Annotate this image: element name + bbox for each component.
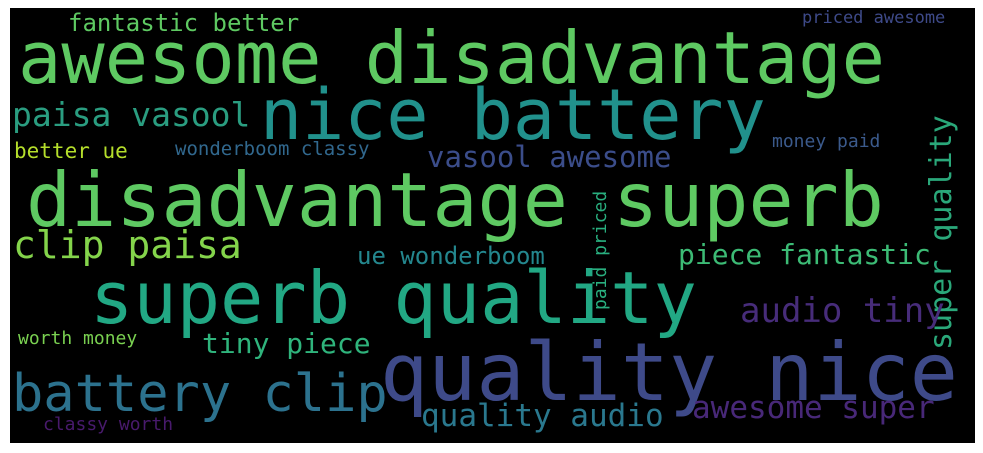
word-battery-clip: battery clip bbox=[12, 364, 388, 424]
word-classy-worth: classy worth bbox=[43, 414, 174, 435]
word-fantastic-better: fantastic better bbox=[68, 9, 300, 37]
word-worth-money: worth money bbox=[18, 328, 138, 349]
word-better-ue: better ue bbox=[14, 139, 128, 163]
word-ue-wonderboom: ue wonderboom bbox=[357, 242, 545, 270]
word-disadvantage-superb: disadvantage superb bbox=[26, 156, 884, 244]
word-cloud: fantastic better priced awesome awesome … bbox=[10, 8, 975, 443]
word-money-paid: money paid bbox=[772, 131, 881, 152]
word-nice-battery: nice battery bbox=[260, 74, 766, 156]
word-clip-paisa: clip paisa bbox=[13, 223, 242, 267]
word-piece-fantastic: piece fantastic bbox=[678, 238, 931, 271]
word-wonderboom-classy: wonderboom classy bbox=[175, 138, 370, 160]
word-tiny-piece: tiny piece bbox=[202, 327, 371, 360]
word-quality-audio: quality audio bbox=[421, 398, 664, 434]
word-vasool-awesome: vasool awesome bbox=[427, 140, 672, 174]
word-awesome-super: awesome super bbox=[692, 390, 935, 426]
word-awesome-disadvantage: awesome disadvantage bbox=[18, 16, 885, 100]
word-paisa-vasool: paisa vasool bbox=[12, 95, 251, 134]
word-quality-nice: quality nice bbox=[380, 326, 958, 419]
word-priced-awesome: priced awesome bbox=[802, 8, 946, 28]
word-audio-tiny: audio tiny bbox=[740, 291, 945, 331]
word-superb-quality: superb quality bbox=[90, 256, 697, 340]
